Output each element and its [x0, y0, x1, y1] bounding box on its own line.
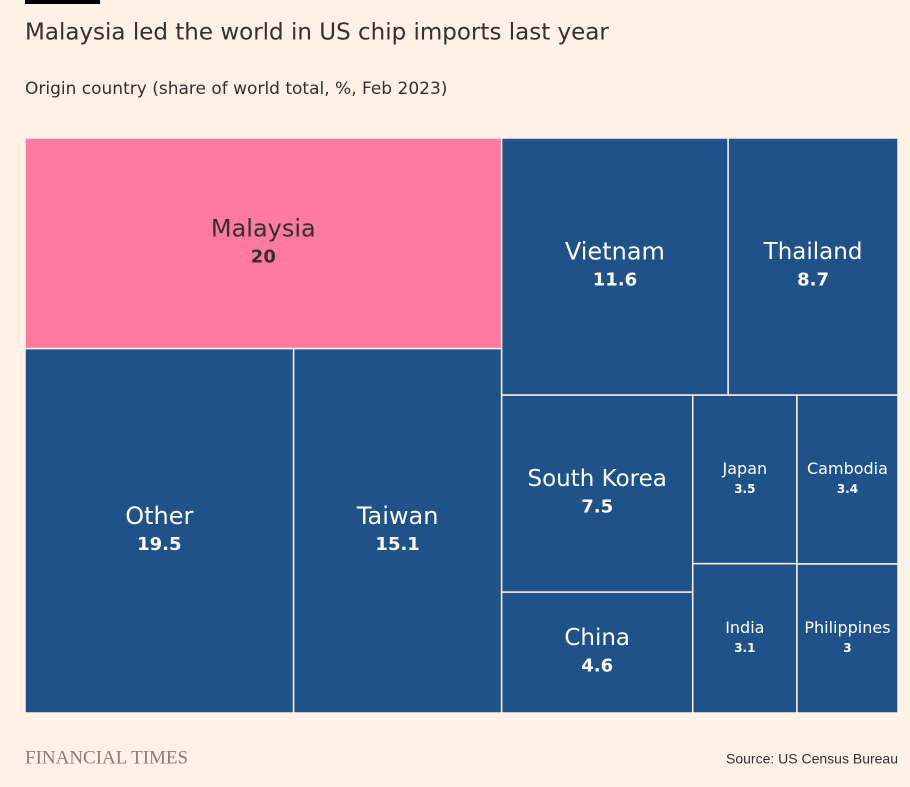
value-label: 3: [843, 641, 851, 655]
treemap-cell: [796, 394, 899, 565]
value-label: 19.5: [137, 534, 181, 555]
cell-label: Cambodia: [807, 459, 888, 478]
value-label: 11.6: [593, 270, 637, 291]
chart-subtitle: Origin country (share of world total, %,…: [25, 79, 447, 99]
value-label: 7.5: [581, 497, 613, 518]
treemap-cell: [292, 347, 503, 714]
chart-title: Malaysia led the world in US chip import…: [25, 20, 609, 46]
cell-label: Japan: [722, 459, 768, 478]
cell-label: Thailand: [763, 239, 863, 265]
treemap-cell: [727, 137, 899, 396]
treemap-cell: [691, 394, 798, 565]
value-label: 3.1: [734, 641, 755, 655]
value-label: 3.4: [837, 482, 858, 496]
treemap-cell: [691, 562, 798, 714]
cell-label: Other: [125, 502, 193, 530]
cell-label: South Korea: [528, 466, 667, 492]
treemap-cell: [500, 591, 694, 714]
treemap-cell: [500, 394, 694, 593]
source: Source: US Census Bureau: [726, 751, 898, 767]
cell-label: Malaysia: [211, 214, 316, 242]
treemap-cell: [500, 137, 729, 396]
value-label: 3.5: [734, 482, 755, 496]
treemap-cell: [796, 563, 899, 714]
value-label: 20: [251, 246, 276, 267]
value-label: 8.7: [797, 270, 829, 291]
value-label: 4.6: [581, 656, 613, 677]
value-label: 15.1: [375, 534, 419, 555]
cell-label: Vietnam: [565, 238, 665, 266]
treemap-cell: [24, 137, 503, 350]
treemap-cell: [24, 347, 295, 714]
cell-label: China: [564, 625, 630, 651]
brand-bar: [25, 0, 100, 4]
cell-label: Taiwan: [356, 502, 439, 530]
cell-label: India: [725, 618, 764, 637]
brand: FINANCIAL TIMES: [25, 747, 188, 768]
cell-label: Philippines: [804, 618, 890, 637]
